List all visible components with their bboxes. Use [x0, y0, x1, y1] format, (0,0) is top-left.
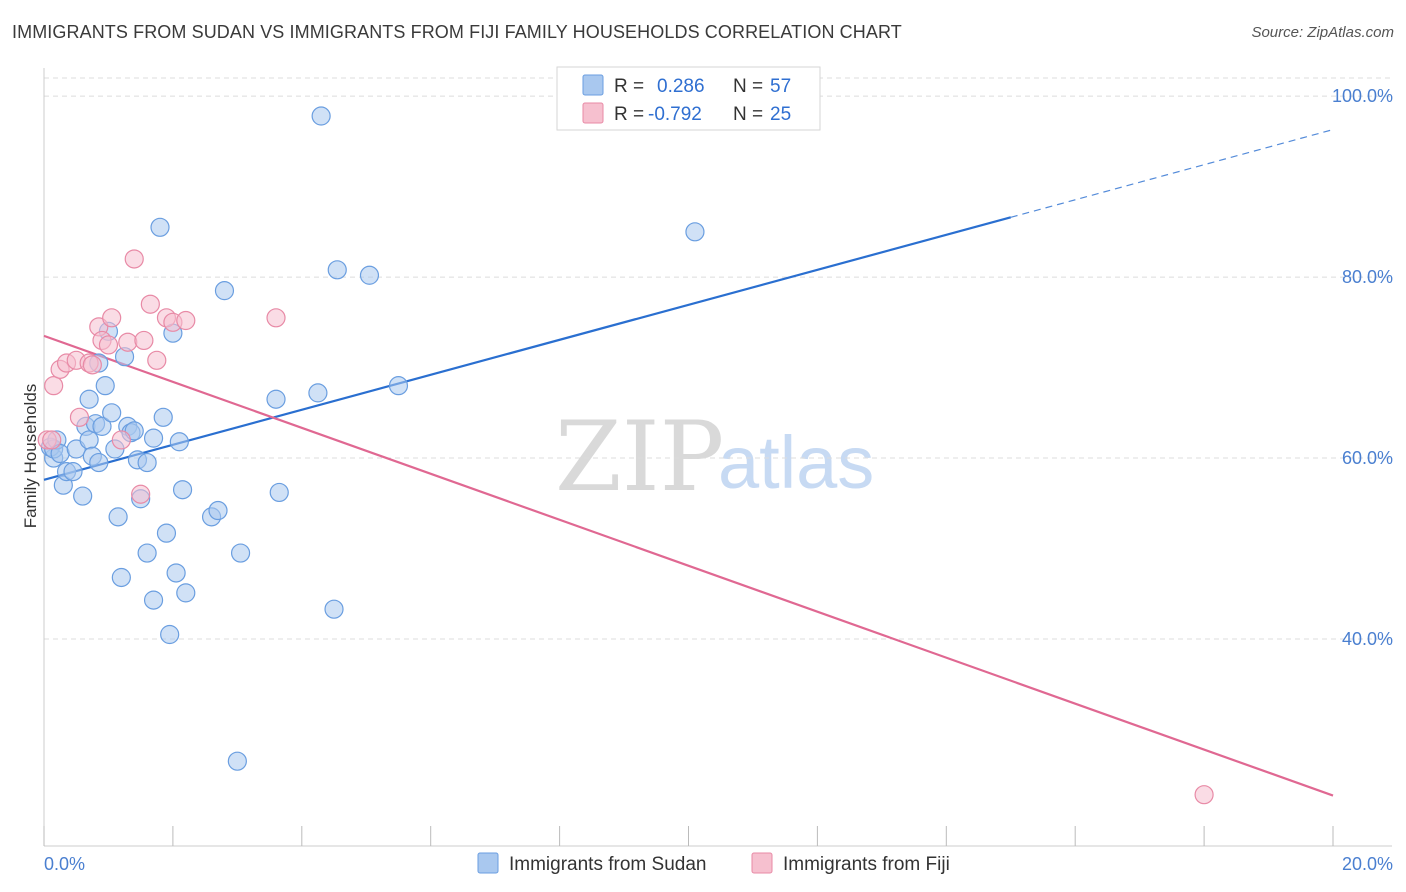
watermark-zip: ZIP — [555, 401, 724, 513]
fiji-point — [42, 430, 62, 450]
sudan-point — [327, 260, 347, 280]
bottom-legend-swatch-sudan — [477, 852, 499, 874]
sudan-point — [230, 543, 251, 563]
legend-n-value-fiji: 25 — [770, 104, 791, 125]
sudan-point — [359, 265, 380, 285]
fiji-point — [111, 430, 131, 450]
fiji-point — [82, 355, 102, 375]
sudan-point — [102, 403, 122, 423]
legend-r-value-sudan: 0.286 — [657, 76, 705, 97]
fiji-point — [176, 310, 196, 331]
sudan-point — [308, 383, 328, 403]
watermark-atlas: atlas — [718, 421, 874, 504]
sudan-point — [111, 567, 131, 588]
sudan-point — [156, 523, 177, 543]
fiji-point — [44, 376, 64, 396]
legend-r-label-sudan: R = — [614, 76, 644, 97]
fiji-point — [118, 332, 138, 352]
fiji-point — [134, 330, 154, 351]
sudan-point — [63, 462, 83, 482]
trend-lines — [43, 128, 1334, 797]
legend-swatch-fiji — [582, 102, 604, 124]
chart-source: Source: ZipAtlas.com — [1251, 24, 1394, 41]
sudan-point — [685, 222, 705, 242]
sudan-point — [160, 624, 180, 645]
sudan-point — [324, 599, 344, 619]
trend-line-fiji — [43, 334, 1334, 797]
trend-line-sudan — [43, 216, 1012, 481]
fiji-point — [266, 308, 286, 328]
fiji-point — [147, 350, 167, 370]
fiji-point — [140, 294, 160, 314]
y-axis-label: Family Households — [21, 384, 40, 529]
sudan-point — [108, 507, 128, 527]
series-legend: Immigrants from Sudan Immigrants from Fi… — [477, 852, 950, 875]
sudan-point — [266, 389, 286, 409]
sudan-point — [169, 432, 189, 452]
sudan-point — [269, 482, 289, 503]
y-tick-label: 40.0% — [1342, 629, 1393, 649]
legend-r-value-fiji: -0.792 — [648, 104, 702, 125]
sudan-point — [89, 452, 109, 473]
fiji-point — [1194, 785, 1214, 805]
sudan-point — [153, 407, 173, 427]
sudan-point — [172, 480, 193, 500]
sudan-point — [166, 563, 186, 583]
y-tick-label: 80.0% — [1342, 267, 1393, 287]
scatter-points — [37, 106, 1214, 805]
sudan-point — [95, 376, 115, 396]
sudan-point — [311, 106, 331, 126]
bottom-legend-label-fiji: Immigrants from Fiji — [783, 854, 950, 875]
y-tick-label: 60.0% — [1342, 448, 1393, 468]
fiji-point — [69, 407, 90, 427]
sudan-point — [137, 452, 157, 473]
axes: 40.0% 60.0% 80.0% 100.0% — [43, 68, 1393, 847]
y-tick-label: 100.0% — [1332, 86, 1393, 106]
legend-n-label-fiji: N = — [733, 104, 763, 125]
sudan-point — [79, 430, 99, 450]
chart-title: IMMIGRANTS FROM SUDAN VS IMMIGRANTS FROM… — [12, 22, 902, 42]
bottom-legend-swatch-fiji — [751, 852, 773, 874]
legend-swatch-sudan — [582, 74, 604, 96]
fiji-point — [98, 335, 119, 355]
sudan-point — [214, 281, 235, 301]
sudan-point — [208, 500, 228, 521]
sudan-point — [79, 389, 99, 409]
sudan-point — [176, 583, 196, 603]
x-tick-label-min: 0.0% — [44, 854, 85, 874]
trend-line-sudan-extension — [1010, 128, 1334, 218]
sudan-point — [92, 416, 112, 436]
watermark: ZIP atlas — [555, 401, 874, 513]
sudan-point — [73, 486, 93, 506]
legend-r-label-fiji: R = — [614, 104, 644, 125]
correlation-legend: R = 0.286 N = 57 R = -0.792 N = 25 — [556, 66, 821, 131]
fiji-point — [131, 484, 151, 504]
sudan-point — [388, 376, 409, 396]
legend-n-label-sudan: N = — [733, 76, 763, 97]
sudan-point — [143, 590, 164, 610]
legend-n-value-sudan: 57 — [770, 76, 791, 97]
sudan-point — [227, 751, 247, 771]
sudan-point — [143, 428, 164, 448]
fiji-point — [124, 249, 144, 269]
fiji-point — [102, 308, 122, 328]
bottom-legend-label-sudan: Immigrants from Sudan — [509, 854, 706, 875]
x-tick-label-max: 20.0% — [1342, 854, 1393, 874]
sudan-point — [137, 543, 157, 563]
sudan-point — [150, 217, 170, 237]
